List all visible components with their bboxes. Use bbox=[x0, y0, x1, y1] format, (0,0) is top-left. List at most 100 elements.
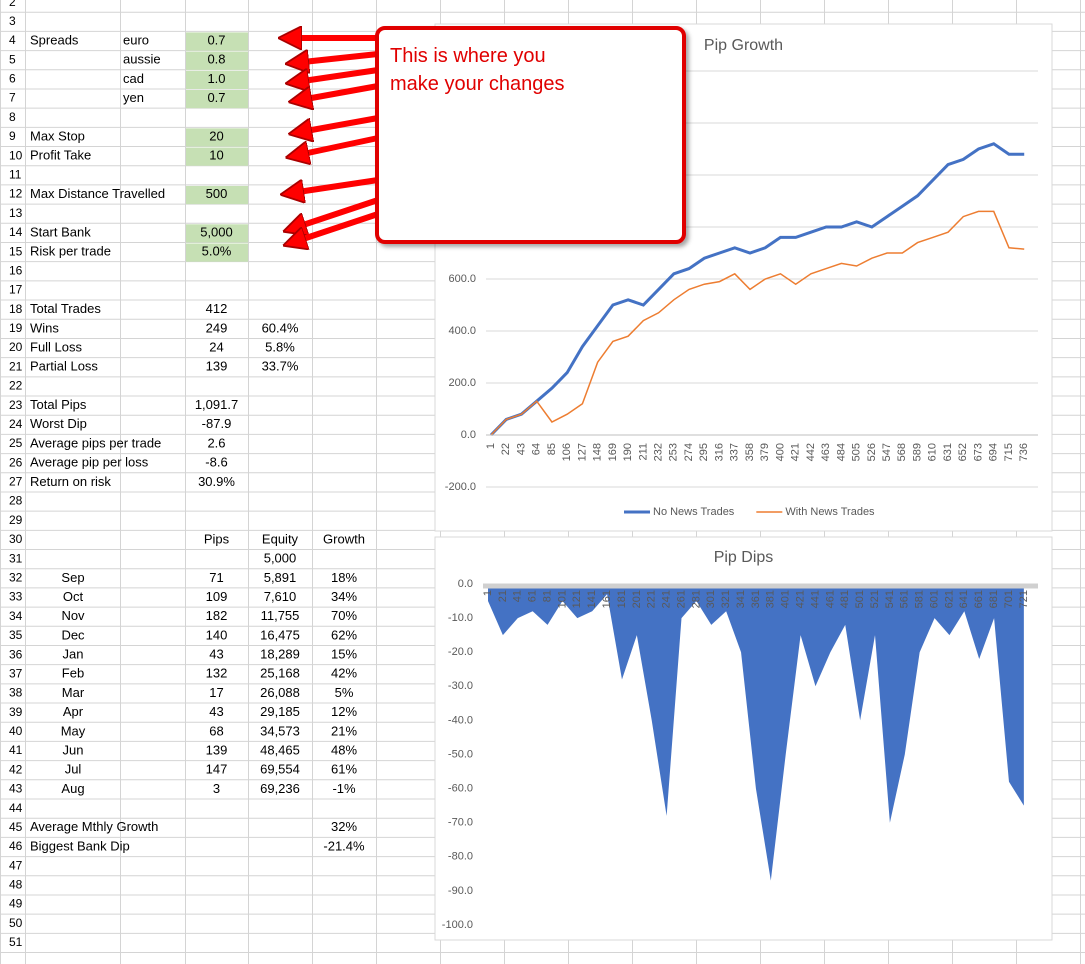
cell: Return on risk bbox=[30, 474, 111, 489]
cell: 26,088 bbox=[260, 685, 300, 700]
cell: euro bbox=[123, 32, 149, 47]
cell: 18% bbox=[331, 570, 357, 585]
x-tick-label: 481 bbox=[839, 590, 851, 608]
cell: Dec bbox=[61, 627, 85, 642]
x-tick-label: 358 bbox=[744, 443, 756, 461]
cell: 147 bbox=[206, 762, 228, 777]
cell: Wins bbox=[30, 320, 59, 335]
callout-text: make your changes bbox=[390, 73, 565, 95]
cell: 21% bbox=[331, 723, 357, 738]
cell: 5.8% bbox=[265, 339, 295, 354]
x-tick-label: 341 bbox=[735, 590, 747, 608]
row-number: 17 bbox=[9, 283, 23, 297]
cell: 62% bbox=[331, 627, 357, 642]
cell: Oct bbox=[63, 589, 84, 604]
row-number: 44 bbox=[9, 801, 23, 815]
row-number: 50 bbox=[9, 916, 23, 930]
row-number: 23 bbox=[9, 398, 23, 412]
y-tick-label: -100.0 bbox=[442, 919, 473, 931]
cell: Max Stop bbox=[30, 128, 85, 143]
cell: Total Pips bbox=[30, 397, 87, 412]
cell: 15% bbox=[331, 647, 357, 662]
arrow bbox=[303, 54, 379, 62]
cell: Start Bank bbox=[30, 224, 91, 239]
cell: 11,755 bbox=[261, 608, 300, 623]
x-tick-label: 181 bbox=[616, 590, 628, 608]
y-tick-label: -30.0 bbox=[448, 680, 473, 692]
x-tick-label: 1 bbox=[485, 443, 497, 449]
x-tick-label: 721 bbox=[1018, 590, 1030, 608]
x-tick-label: 421 bbox=[790, 443, 802, 461]
cell: 249 bbox=[206, 320, 228, 335]
cell: 71 bbox=[209, 570, 223, 585]
cell: 48% bbox=[331, 742, 357, 757]
cell: 29,185 bbox=[260, 704, 300, 719]
y-tick-label: 0.0 bbox=[461, 429, 476, 441]
input-cell bbox=[186, 70, 248, 89]
row-number: 6 bbox=[9, 72, 16, 86]
arrow bbox=[306, 115, 379, 131]
y-tick-label: -40.0 bbox=[448, 714, 473, 726]
cell: 0.8 bbox=[207, 52, 225, 67]
x-tick-label: 641 bbox=[958, 590, 970, 608]
row-number: 8 bbox=[9, 110, 16, 124]
cell: Jul bbox=[65, 762, 82, 777]
cell: Partial Loss bbox=[30, 359, 98, 374]
x-tick-label: 361 bbox=[750, 590, 762, 608]
cell: 33.7% bbox=[262, 359, 299, 374]
row-number: 20 bbox=[9, 340, 23, 354]
cell: 12% bbox=[331, 704, 357, 719]
x-tick-label: 1 bbox=[482, 590, 494, 596]
row-number: 39 bbox=[9, 705, 23, 719]
x-tick-label: 43 bbox=[515, 443, 527, 455]
row-number: 51 bbox=[9, 935, 23, 949]
cell: 10 bbox=[209, 148, 223, 163]
x-tick-label: 463 bbox=[820, 443, 832, 461]
x-tick-label: 561 bbox=[899, 590, 911, 608]
series-area bbox=[488, 584, 1024, 881]
cell: 43 bbox=[209, 647, 223, 662]
cell: Average pip per loss bbox=[30, 455, 149, 470]
x-tick-label: 526 bbox=[866, 443, 878, 461]
x-tick-label: 521 bbox=[869, 590, 881, 608]
cell: 25,168 bbox=[260, 666, 300, 681]
row-number: 12 bbox=[9, 187, 23, 201]
x-tick-label: 484 bbox=[835, 443, 847, 461]
cell: 43 bbox=[209, 704, 223, 719]
cell: -8.6 bbox=[205, 455, 227, 470]
cell: Aug bbox=[61, 781, 84, 796]
input-cell bbox=[186, 243, 248, 262]
arrow bbox=[303, 67, 379, 81]
chart: Pip Dips 0.0 -10.0 -20.0 -30.0 -40.0 -50.0 -60.… bbox=[434, 536, 1053, 941]
x-tick-label: 610 bbox=[927, 443, 939, 461]
legend-label: With News Trades bbox=[785, 506, 875, 518]
y-tick-label: 400.0 bbox=[448, 325, 476, 337]
x-tick-label: 85 bbox=[546, 443, 558, 455]
cell: Biggest Bank Dip bbox=[30, 838, 130, 853]
row-number: 25 bbox=[9, 436, 23, 450]
x-tick-label: 161 bbox=[601, 590, 613, 608]
y-tick-label: 200.0 bbox=[448, 377, 476, 389]
row-number: 47 bbox=[9, 858, 23, 872]
cell: Nov bbox=[61, 608, 85, 623]
row-number: 49 bbox=[9, 897, 23, 911]
cell: Feb bbox=[62, 666, 84, 681]
row-number: 42 bbox=[9, 762, 23, 776]
cell: 132 bbox=[206, 666, 228, 681]
callout: This is where you make your changes bbox=[375, 26, 686, 244]
x-tick-label: 400 bbox=[774, 443, 786, 461]
row-number: 30 bbox=[9, 532, 23, 546]
row-number: 16 bbox=[9, 263, 23, 277]
cell: 5.0% bbox=[202, 244, 232, 259]
cell: 7,610 bbox=[264, 589, 297, 604]
cell: yen bbox=[123, 90, 144, 105]
row-number: 4 bbox=[9, 33, 16, 47]
row-number: 36 bbox=[9, 647, 23, 661]
row-number: 13 bbox=[9, 206, 23, 220]
x-tick-label: 81 bbox=[541, 590, 553, 602]
cell: 70% bbox=[331, 608, 357, 623]
row-number: 15 bbox=[9, 244, 23, 258]
arrow bbox=[300, 197, 379, 226]
x-tick-label: 106 bbox=[561, 443, 573, 461]
cell: 412 bbox=[206, 301, 228, 316]
